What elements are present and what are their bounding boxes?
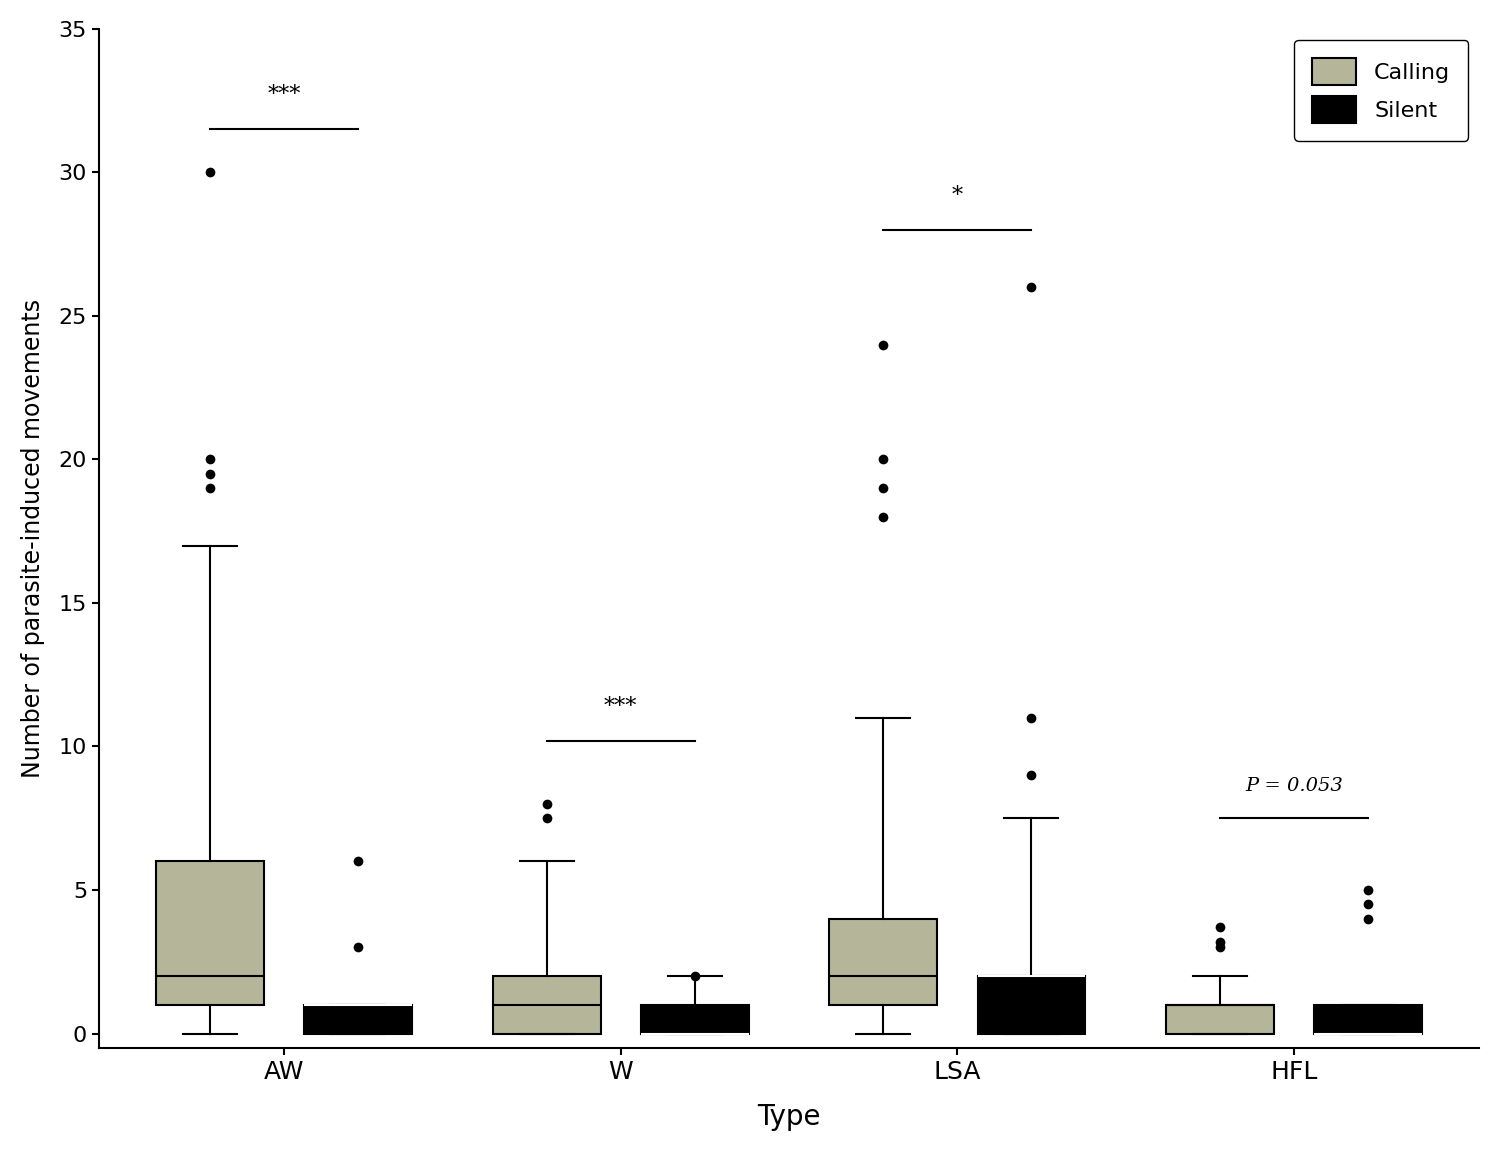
Text: ***: *** bbox=[267, 84, 300, 106]
Legend: Calling, Silent: Calling, Silent bbox=[1294, 40, 1468, 141]
PathPatch shape bbox=[1314, 1005, 1422, 1033]
PathPatch shape bbox=[830, 919, 938, 1005]
Text: *: * bbox=[952, 184, 963, 207]
PathPatch shape bbox=[640, 1005, 748, 1033]
PathPatch shape bbox=[304, 1005, 412, 1033]
Text: ***: *** bbox=[604, 696, 638, 718]
PathPatch shape bbox=[494, 976, 600, 1033]
Y-axis label: Number of parasite-induced movements: Number of parasite-induced movements bbox=[21, 298, 45, 778]
X-axis label: Type: Type bbox=[758, 1104, 820, 1131]
PathPatch shape bbox=[156, 862, 264, 1005]
PathPatch shape bbox=[978, 976, 1086, 1033]
Text: P = 0.053: P = 0.053 bbox=[1245, 778, 1342, 795]
PathPatch shape bbox=[1166, 1005, 1274, 1033]
